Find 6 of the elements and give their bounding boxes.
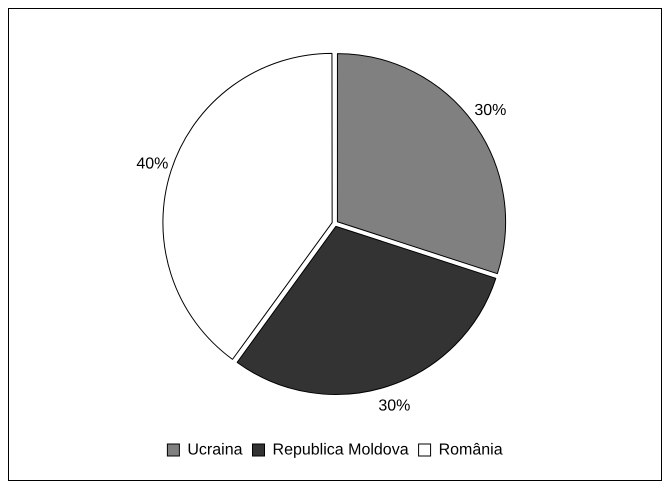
- legend-label: Republica Moldova: [272, 441, 409, 458]
- data-label: 40%: [136, 156, 168, 173]
- legend-label: Ucraina: [187, 441, 243, 458]
- data-label: 30%: [378, 398, 410, 415]
- legend-label: România: [438, 441, 503, 458]
- data-label: 30%: [474, 102, 506, 120]
